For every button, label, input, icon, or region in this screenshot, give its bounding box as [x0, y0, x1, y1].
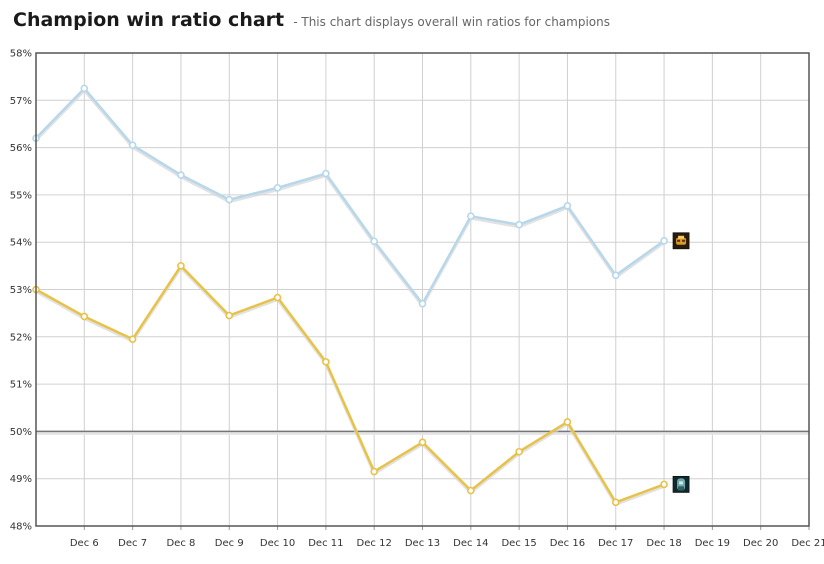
x-tick-label: Dec 12 — [357, 538, 392, 549]
y-tick-label: 54% — [10, 238, 32, 249]
data-point — [322, 358, 330, 366]
grid-lines — [36, 52, 810, 530]
data-point — [177, 262, 185, 270]
chart-header: Champion win ratio chart - This chart di… — [13, 9, 610, 31]
data-point — [611, 271, 620, 280]
x-tick-label: Dec 6 — [70, 538, 99, 549]
data-point — [563, 418, 572, 426]
portrait-detail — [678, 486, 685, 491]
y-tick-label: 57% — [10, 96, 32, 107]
data-point — [225, 311, 234, 320]
plot-area-border — [35, 52, 810, 527]
data-point — [467, 486, 475, 495]
x-tick-label: Dec 21 — [791, 538, 824, 549]
y-tick-label: 53% — [10, 285, 32, 296]
x-axis-tick-labels: Dec 6 Dec 7 Dec 8 Dec 9 Dec 10 Dec 11 Dec 12 De… — [70, 538, 824, 549]
x-tick-label: Dec 17 — [598, 538, 633, 549]
data-point — [225, 195, 234, 204]
series-line-shadow — [35, 266, 665, 506]
reference-line-layer — [36, 430, 809, 435]
data-point — [370, 237, 378, 246]
x-tick-label: Dec 19 — [695, 538, 730, 549]
data-point — [467, 212, 475, 220]
y-tick-label: 56% — [10, 143, 32, 154]
data-point — [273, 184, 282, 192]
series-layer — [32, 84, 668, 507]
data-point — [80, 312, 89, 321]
chart-title: Champion win ratio chart — [13, 9, 285, 31]
portrait-detail — [677, 239, 681, 242]
y-tick-label: 52% — [10, 332, 32, 343]
x-tick-label: Dec 8 — [166, 538, 195, 549]
x-tick-label: Dec 18 — [646, 538, 681, 549]
y-tick-label: 58% — [10, 49, 32, 60]
series-line — [35, 87, 665, 305]
x-tick-label: Dec 14 — [453, 538, 488, 549]
data-point — [322, 169, 330, 178]
x-tick-label: Dec 10 — [260, 538, 295, 549]
data-point — [515, 447, 523, 456]
portrait-detail — [676, 237, 687, 245]
data-point — [177, 171, 185, 179]
portrait-detail — [678, 235, 685, 239]
data-point — [563, 201, 572, 210]
x-tick-label: Dec 16 — [550, 538, 585, 549]
x-tick-label: Dec 13 — [405, 538, 440, 549]
y-axis-tick-labels: 48% 49% 50% 51% 52% 53% 54% 55% 56% 57% 58% — [10, 49, 32, 533]
data-point — [418, 438, 427, 447]
series-end-icons — [672, 232, 690, 493]
y-tick-label: 51% — [10, 380, 32, 391]
data-point — [660, 236, 668, 245]
y-tick-label: 50% — [10, 427, 32, 438]
x-tick-label: Dec 7 — [118, 538, 147, 549]
data-point — [611, 498, 620, 507]
x-tick-label: Dec 11 — [308, 538, 343, 549]
data-point — [418, 299, 427, 308]
x-tick-label: Dec 20 — [743, 538, 778, 549]
y-tick-label: 49% — [10, 474, 32, 485]
data-point — [273, 293, 282, 302]
portrait-detail — [679, 481, 684, 485]
data-point — [128, 141, 137, 150]
champion-portrait-teal-icon — [672, 475, 690, 493]
x-tick-label: Dec 15 — [501, 538, 536, 549]
champion-portrait-gold-icon — [672, 232, 690, 250]
y-tick-label: 48% — [10, 522, 32, 533]
data-point — [660, 480, 668, 489]
x-tick-label: Dec 9 — [215, 538, 244, 549]
y-tick-label: 55% — [10, 190, 32, 201]
data-point — [80, 84, 89, 93]
series-line — [35, 264, 665, 504]
series-line-shadow — [34, 88, 665, 308]
data-point — [370, 467, 378, 476]
portrait-detail — [682, 239, 686, 242]
data-point — [128, 335, 137, 343]
data-point — [515, 220, 523, 229]
chart-subtitle: - This chart displays overall win ratios… — [293, 15, 610, 29]
